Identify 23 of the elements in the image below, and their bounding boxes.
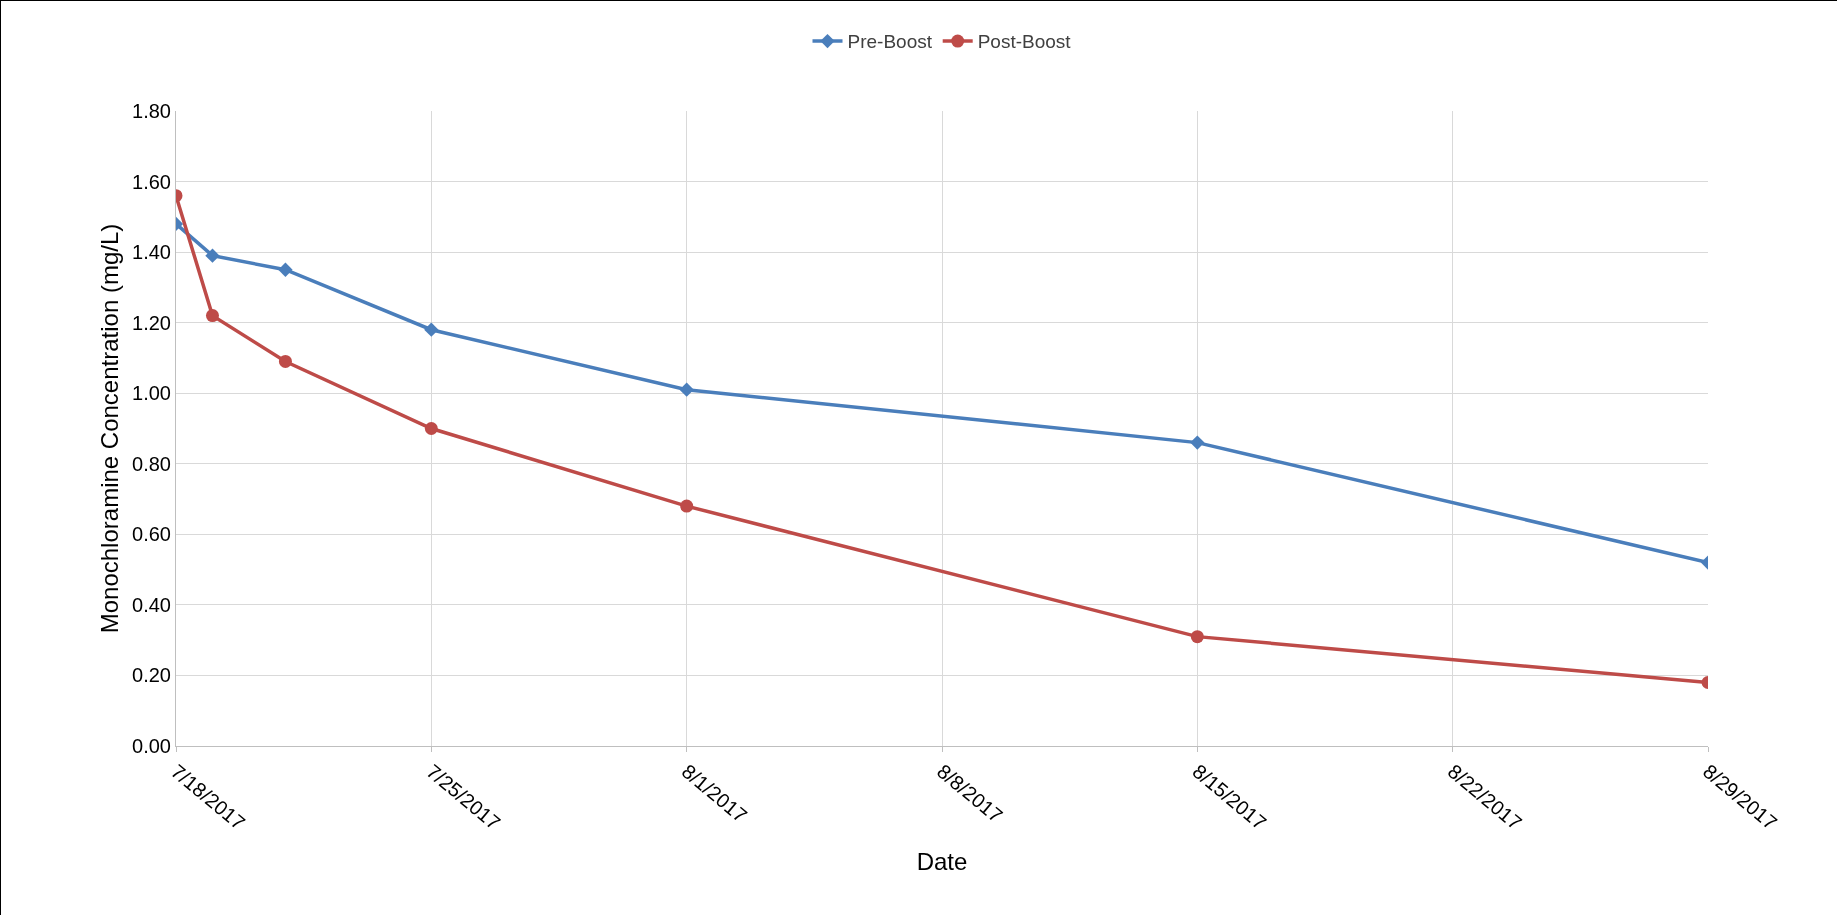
y-axis-title: Monochloramine Concentration (mg/L): [96, 223, 123, 634]
legend-label: Pre-Boost: [847, 31, 933, 53]
y-tick-label: 0.80: [132, 452, 171, 475]
y-tick-label: 1.20: [132, 311, 171, 334]
point: [205, 248, 220, 263]
y-tick-label: 1.80: [132, 100, 171, 122]
y-tick-label: 1.60: [132, 170, 171, 193]
point: [1190, 630, 1204, 644]
point: [205, 309, 219, 323]
x-axis-title: Date: [916, 848, 968, 876]
y-tick-label: 1.00: [132, 382, 171, 405]
y-tick-label: 0.20: [132, 664, 171, 687]
point: [679, 382, 694, 397]
point: [424, 322, 439, 337]
y-tick-label: 0.40: [132, 593, 171, 616]
y-tick-label: 0.60: [132, 523, 171, 546]
point: [278, 354, 292, 368]
legend-label: Post-Boost: [977, 31, 1072, 53]
point: [278, 262, 293, 277]
y-tick-label: 1.40: [132, 241, 171, 264]
y-tick-label: 0.00: [132, 735, 171, 757]
point: [424, 422, 438, 435]
point: [680, 499, 694, 513]
